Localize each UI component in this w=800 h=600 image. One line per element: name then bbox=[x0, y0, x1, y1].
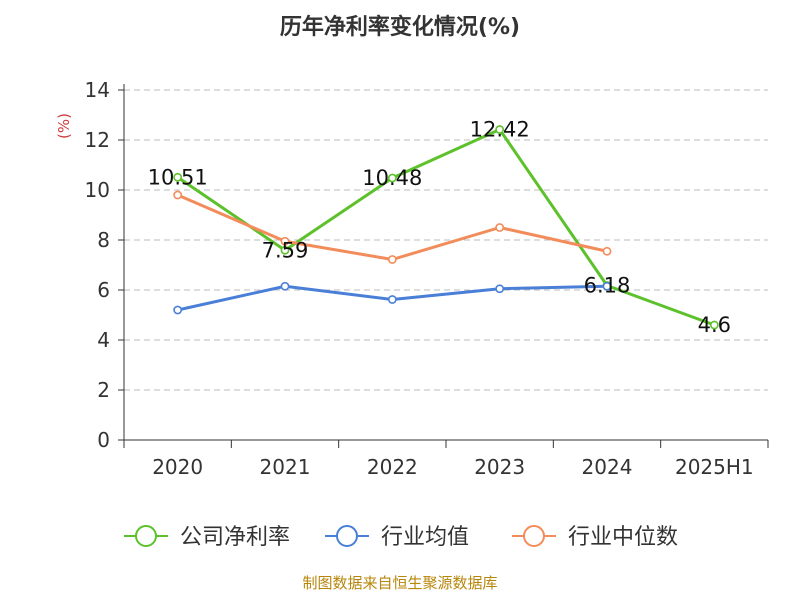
data-point bbox=[173, 190, 183, 200]
legend-label: 公司净利率 bbox=[180, 525, 290, 550]
data-label: 12.42 bbox=[470, 118, 530, 142]
series-line bbox=[176, 193, 609, 261]
series-2 bbox=[173, 281, 612, 315]
series-layer bbox=[173, 125, 719, 330]
y-tick-label: 4 bbox=[97, 328, 110, 352]
y-tick-label: 10 bbox=[85, 178, 110, 202]
legend-marker bbox=[523, 525, 545, 547]
data-point bbox=[387, 255, 397, 264]
data-label: 10.48 bbox=[362, 166, 422, 190]
legend-item: 行业均值 bbox=[325, 525, 469, 550]
axes: 0 2 4 6 8 10 12 14 2020 2021 2022 2023 2024 2025H1 bbox=[85, 78, 769, 479]
legend-item: 行业中位数 bbox=[512, 525, 678, 550]
legend-item: 公司净利率 bbox=[124, 525, 290, 550]
x-tick-label: 2022 bbox=[367, 455, 418, 479]
data-label: 7.59 bbox=[262, 238, 309, 262]
x-tick-label: 2023 bbox=[474, 455, 525, 479]
y-tick-label: 12 bbox=[85, 128, 110, 152]
data-point bbox=[495, 284, 505, 294]
data-point bbox=[709, 320, 719, 330]
series-line bbox=[176, 128, 716, 327]
data-point bbox=[387, 295, 397, 304]
x-tick-label: 2021 bbox=[260, 455, 311, 479]
y-tick-label: 8 bbox=[97, 228, 110, 252]
legend-label: 行业均值 bbox=[381, 525, 469, 550]
legend-marker bbox=[336, 525, 358, 547]
data-point bbox=[280, 236, 290, 246]
data-label: 10.51 bbox=[148, 165, 208, 189]
x-tick-label: 2025H1 bbox=[675, 455, 754, 479]
data-source-note: 制图数据来自恒生聚源数据库 bbox=[302, 574, 497, 592]
y-tick-label: 2 bbox=[97, 378, 110, 402]
data-point bbox=[280, 245, 290, 255]
grid-lines bbox=[124, 89, 768, 391]
data-point bbox=[173, 172, 183, 182]
series-3 bbox=[173, 190, 612, 264]
data-point bbox=[387, 173, 397, 183]
data-point bbox=[602, 246, 612, 256]
y-tick-label: 0 bbox=[97, 428, 110, 452]
x-tick-label: 2024 bbox=[582, 455, 633, 479]
x-tick-label: 2020 bbox=[152, 455, 203, 479]
chart-title: 历年净利率变化情况(%) bbox=[280, 14, 520, 40]
data-point bbox=[602, 281, 612, 291]
y-tick-label: 14 bbox=[85, 78, 110, 102]
series-1 bbox=[173, 125, 719, 330]
legend-marker bbox=[135, 525, 157, 547]
data-point bbox=[495, 223, 505, 232]
data-label: 4.6 bbox=[698, 313, 731, 337]
data-point bbox=[495, 125, 505, 134]
data-labels: 10.51 7.59 10.48 12.42 6.18 4.6 bbox=[148, 118, 731, 338]
data-label: 6.18 bbox=[584, 274, 631, 298]
legend-label: 行业中位数 bbox=[568, 525, 678, 550]
y-tick-label: 6 bbox=[97, 278, 110, 302]
y-axis-unit-label: (%) bbox=[55, 113, 73, 139]
data-point bbox=[280, 281, 290, 291]
data-point bbox=[173, 305, 183, 315]
legend: 公司净利率 行业均值 行业中位数 bbox=[124, 525, 678, 550]
